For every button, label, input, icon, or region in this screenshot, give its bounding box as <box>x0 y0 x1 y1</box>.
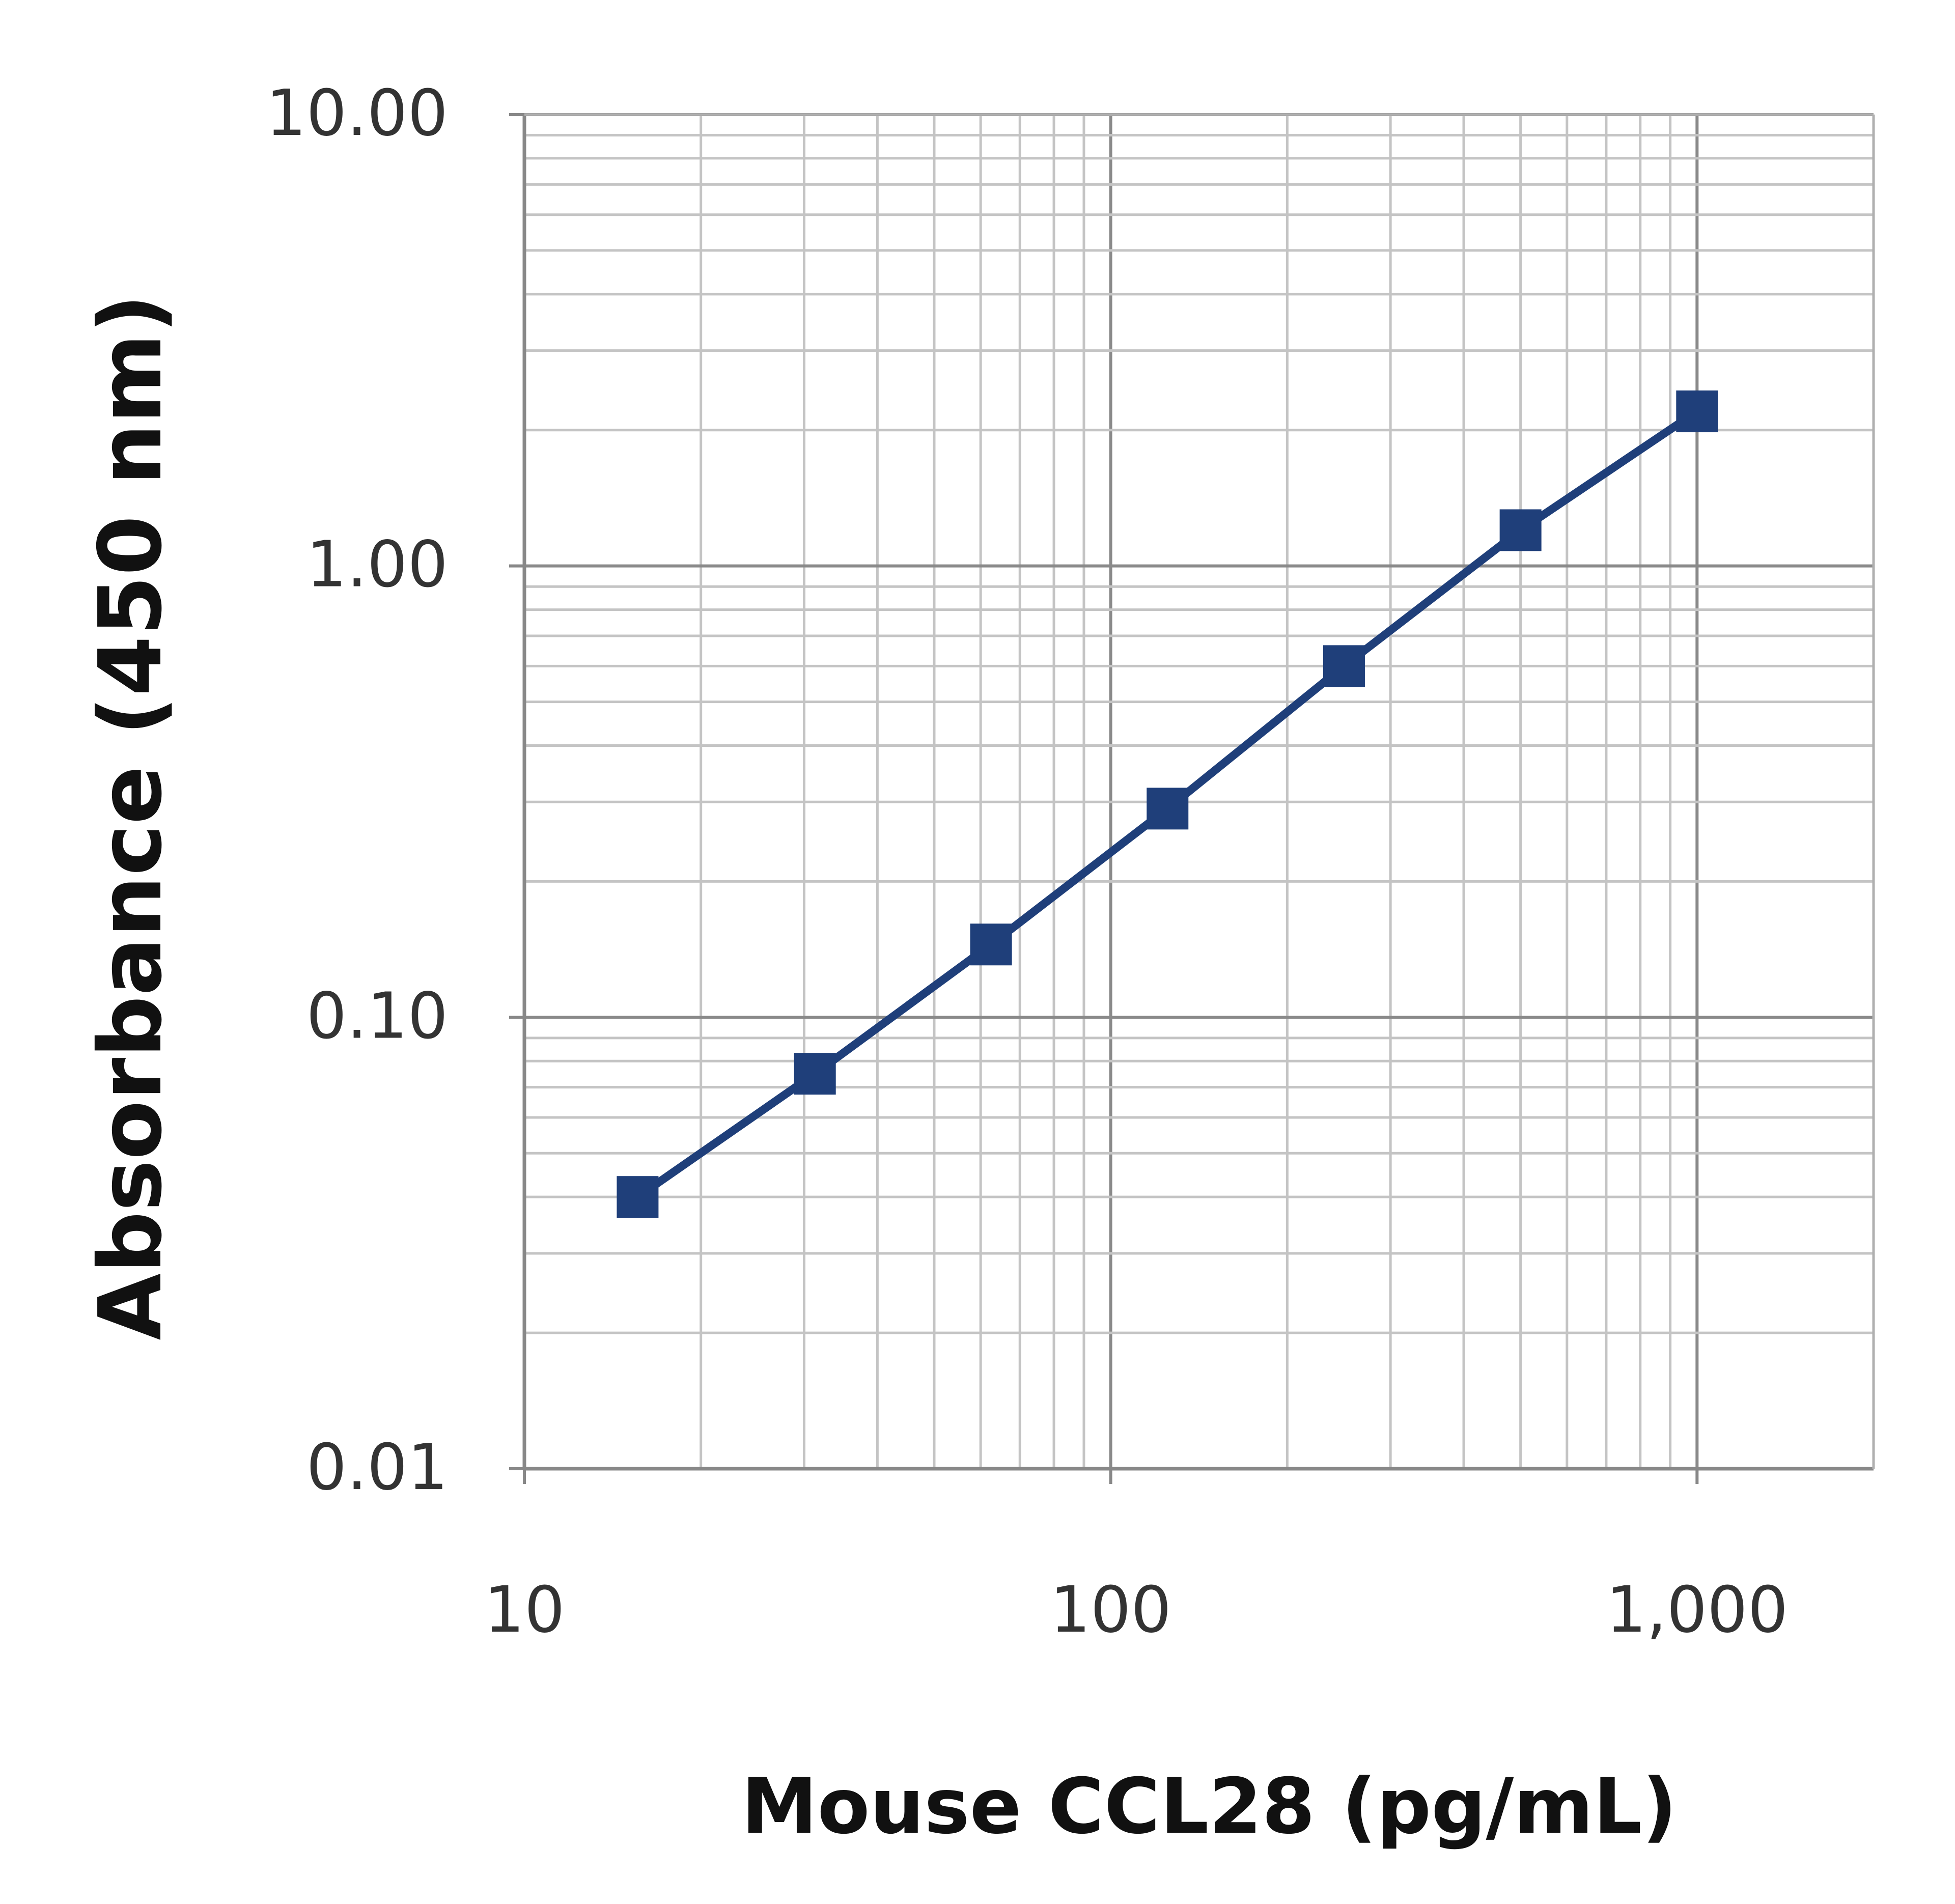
data-point-marker <box>794 1053 836 1095</box>
tick-labels: 10.00 1.00 0.10 0.01 10 100 1,000 <box>266 76 1788 1647</box>
y-axis-title: Absorbance (450 nm) <box>80 294 181 1340</box>
data-point-marker <box>1499 509 1542 551</box>
x-tick-label: 10 <box>484 1573 565 1647</box>
data-point-marker <box>617 1176 659 1218</box>
x-tick-label: 1,000 <box>1606 1573 1788 1647</box>
y-tick-label: 1.00 <box>306 528 448 602</box>
x-tick-label: 100 <box>1050 1573 1171 1647</box>
data-point-marker <box>1147 788 1189 830</box>
grid <box>523 113 1875 1470</box>
x-axis-title: Mouse CCL28 (pg/mL) <box>741 1762 1677 1851</box>
data-point-marker <box>970 923 1012 966</box>
y-tick-label: 0.01 <box>306 1431 448 1504</box>
y-tick-label: 0.10 <box>306 979 448 1053</box>
axes <box>509 113 1875 1484</box>
series <box>617 390 1718 1218</box>
data-point-marker <box>1323 645 1365 687</box>
y-tick-label: 10.00 <box>266 76 448 150</box>
data-point-marker <box>1676 390 1718 433</box>
